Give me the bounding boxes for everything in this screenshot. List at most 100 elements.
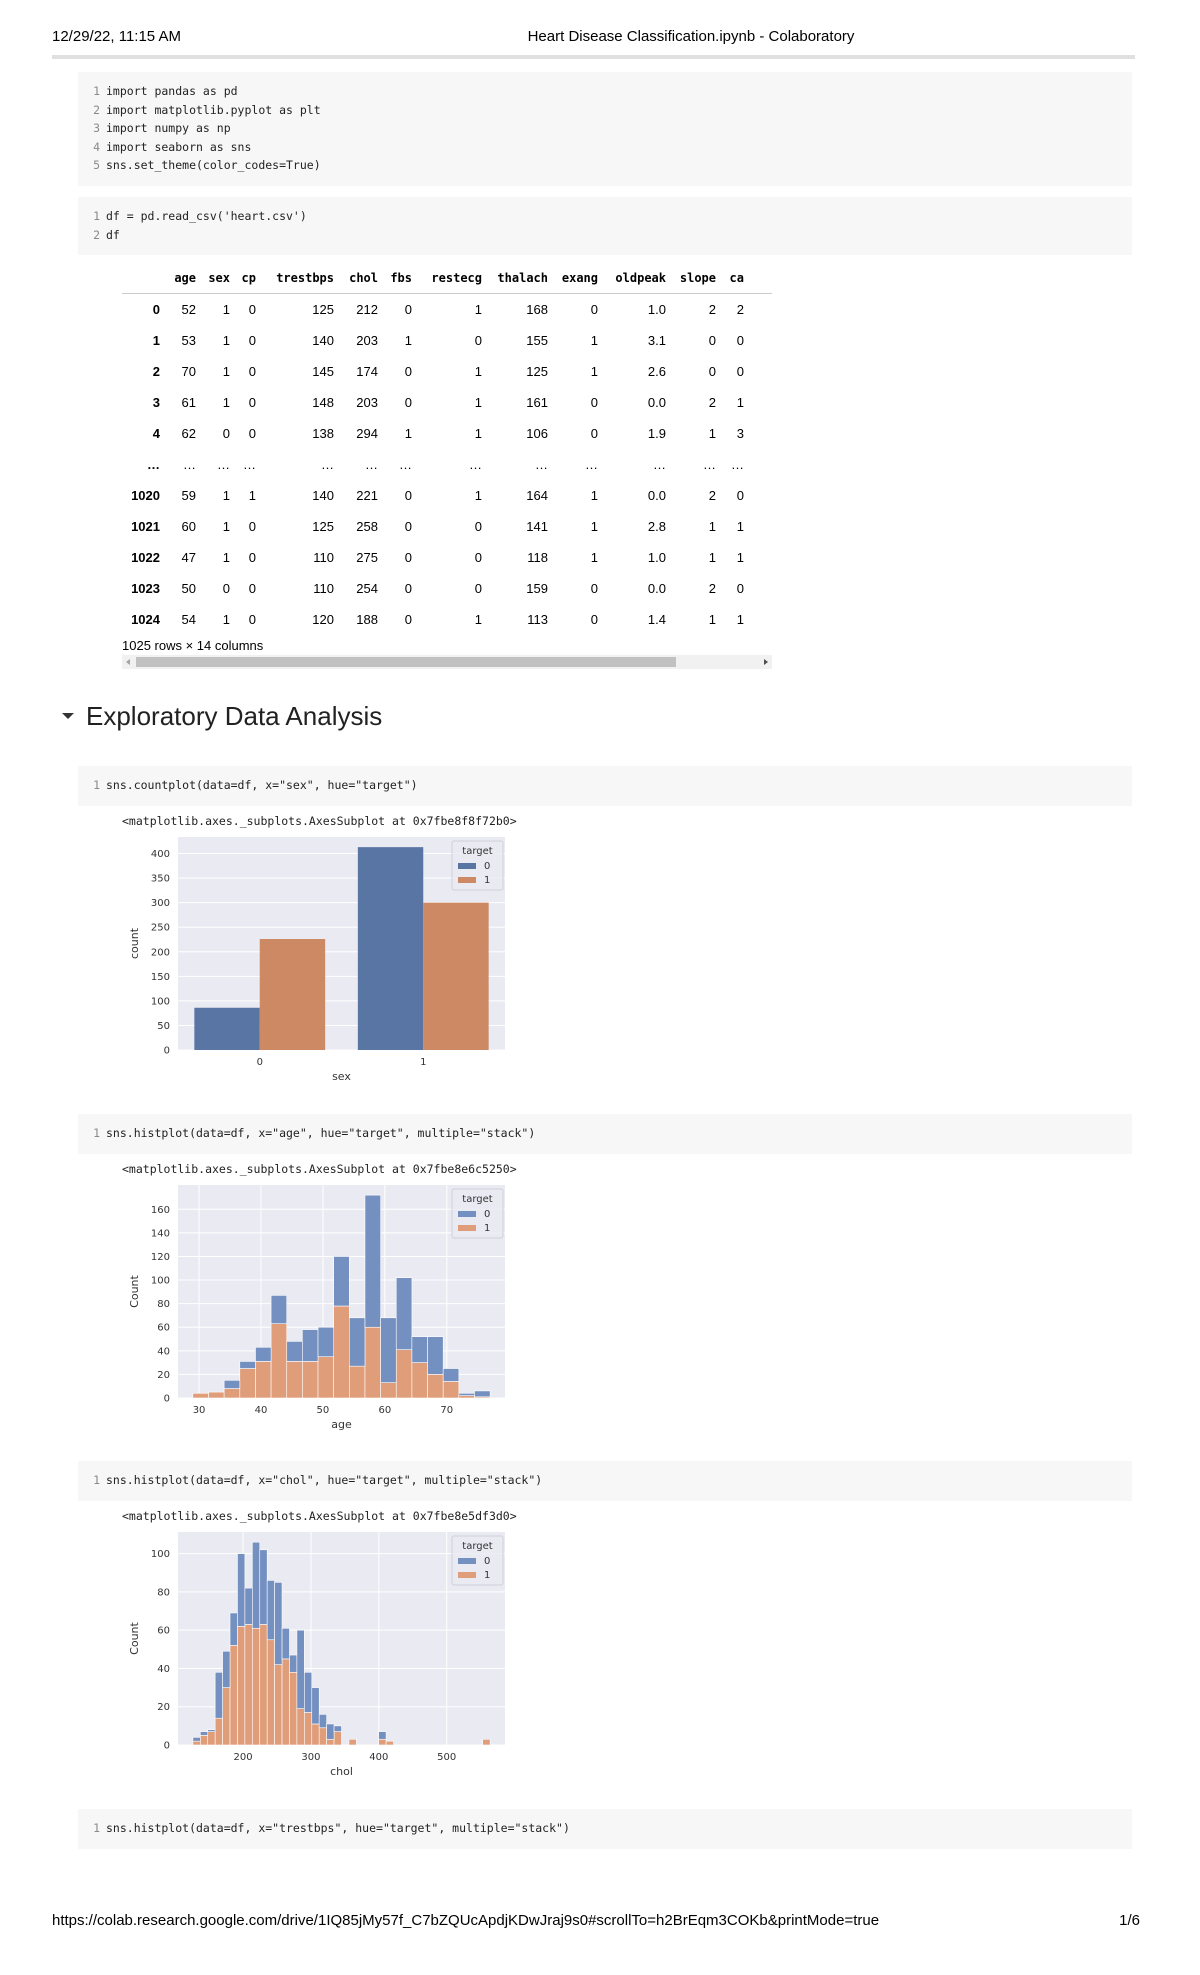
table-cell: 0: [248, 550, 256, 565]
code-line: df = pd.read_csv('heart.csv'): [106, 209, 307, 223]
table-cell: 0: [708, 333, 716, 348]
legend-label: 1: [484, 875, 490, 886]
table-cell: 53: [181, 333, 196, 348]
corner: [122, 262, 164, 294]
table-row: 4 62 0 0 138 294 1 1 106 0 1.9 1 3: [122, 418, 772, 449]
legend-label: 1: [484, 1223, 490, 1234]
table-cell: 1: [736, 612, 744, 627]
table-cell: 0: [404, 550, 412, 565]
x-tick-label: 400: [369, 1752, 388, 1763]
table-cell: 52: [181, 302, 196, 317]
table-cell: 1: [222, 333, 230, 348]
table-cell: 110: [313, 550, 334, 565]
column-header: cp: [234, 262, 260, 294]
table-cell: 0: [590, 395, 598, 410]
code-cell: 1 df = pd.read_csv('heart.csv') 2 df: [78, 197, 1132, 255]
y-tick-label: 100: [151, 996, 170, 1007]
table-cell: 62: [181, 426, 196, 441]
table-cell: 2: [736, 302, 744, 317]
table-row: 2 70 1 0 145 174 0 1 125 1 2.6 0 0: [122, 356, 772, 387]
row-index: 1020: [131, 488, 160, 503]
table-cell: 0: [590, 612, 598, 627]
histogram-bar: [274, 1582, 283, 1665]
legend-swatch: [458, 1225, 476, 1231]
table-cell: 168: [526, 302, 548, 317]
histogram-bar: [442, 1368, 460, 1382]
line-number: 2: [93, 102, 100, 117]
bar: [194, 1007, 260, 1050]
table-cell: 2: [708, 395, 716, 410]
table-row: 3 61 1 0 148 203 0 1 161 0 0.0 2 1: [122, 387, 772, 418]
y-tick-label: 60: [157, 1626, 170, 1637]
table-row: 0 52 1 0 125 212 0 1 168 0 1.0 2 2: [122, 294, 772, 326]
table-cell: 145: [312, 364, 334, 379]
histogram-bar: [223, 1380, 241, 1389]
table-cell: 1.9: [647, 426, 666, 441]
table-cell: 155: [526, 333, 548, 348]
histogram-bar: [192, 1737, 201, 1742]
histogram-bar: [311, 1687, 320, 1725]
table-cell: 2: [708, 302, 716, 317]
histogram-bar: [207, 1731, 216, 1746]
histogram-bar: [286, 1341, 303, 1362]
code-line: sns.histplot(data=df, x="trestbps", hue=…: [106, 1821, 570, 1835]
y-tick-label: 40: [157, 1664, 170, 1675]
table-cell: 47: [181, 550, 196, 565]
legend-swatch: [458, 863, 476, 869]
table-cell: 61: [181, 395, 196, 410]
table-cell: …: [183, 457, 196, 472]
code-line: sns.histplot(data=df, x="chol", hue="tar…: [106, 1473, 543, 1487]
x-tick-label: 30: [193, 1405, 206, 1416]
column-header: restecg: [416, 262, 486, 294]
table-cell: 294: [356, 426, 378, 441]
table-row: 1 53 1 0 140 203 1 0 155 1 3.1 0 0: [122, 325, 772, 356]
dataframe: age sex cp trestbps chol fbs restecg thalach exa…: [122, 262, 772, 635]
table-cell: 0: [248, 395, 256, 410]
table-cell: 0: [404, 395, 412, 410]
table-cell: …: [365, 457, 378, 472]
table-cell: 174: [356, 364, 378, 379]
table-cell: 148: [312, 395, 334, 410]
column-header: oldpeak: [602, 262, 670, 294]
bar: [357, 847, 424, 1050]
scroll-right[interactable]: [764, 659, 768, 665]
table-cell: 0: [248, 612, 256, 627]
column-header: trestbps: [260, 262, 338, 294]
legend-label: 1: [484, 1570, 490, 1581]
horizontal-scrollbar[interactable]: [122, 655, 772, 669]
legend-title: target: [462, 846, 492, 857]
table-cell: 203: [356, 333, 378, 348]
y-tick-label: 100: [151, 1549, 170, 1560]
histogram-bar: [274, 1664, 283, 1746]
scroll-left[interactable]: [126, 659, 130, 665]
scroll-thumb[interactable]: [136, 657, 676, 667]
table-cell: …: [399, 457, 412, 472]
table-row: 1023 50 0 0 110 254 0 0 159 0 0.0 2 0: [122, 573, 772, 604]
y-tick-label: 300: [151, 898, 170, 909]
histogram-bar: [207, 1729, 216, 1732]
row-index: 0: [152, 302, 160, 317]
y-axis-label: count: [128, 927, 141, 959]
x-tick-label: 60: [378, 1405, 391, 1416]
line-number: 1: [93, 778, 100, 792]
histogram-bar: [349, 1365, 366, 1399]
table-cell: 60: [181, 519, 196, 534]
table-cell: 0.0: [647, 395, 666, 410]
histogram-bar: [333, 1256, 350, 1307]
legend-label: 0: [484, 1209, 490, 1220]
histogram-bar: [326, 1723, 335, 1740]
table-cell: 1: [708, 519, 716, 534]
collapse-toggle[interactable]: [60, 708, 78, 724]
cell-output: <matplotlib.axes._subplots.AxesSubplot a…: [122, 1509, 517, 1523]
histogram-bar: [214, 1717, 223, 1746]
table-cell: 0: [404, 364, 412, 379]
histogram-bar: [255, 1361, 272, 1399]
code-line: sns.histplot(data=df, x="age", hue="targ…: [106, 1126, 536, 1140]
table-row: …………………………………: [122, 449, 772, 480]
histogram-bar: [302, 1329, 319, 1362]
histogram-bar: [318, 1727, 327, 1746]
histogram-bar: [239, 1361, 256, 1369]
histogram-bar: [192, 1392, 209, 1399]
table-cell: 1: [708, 612, 716, 627]
table-cell: 0: [590, 302, 598, 317]
